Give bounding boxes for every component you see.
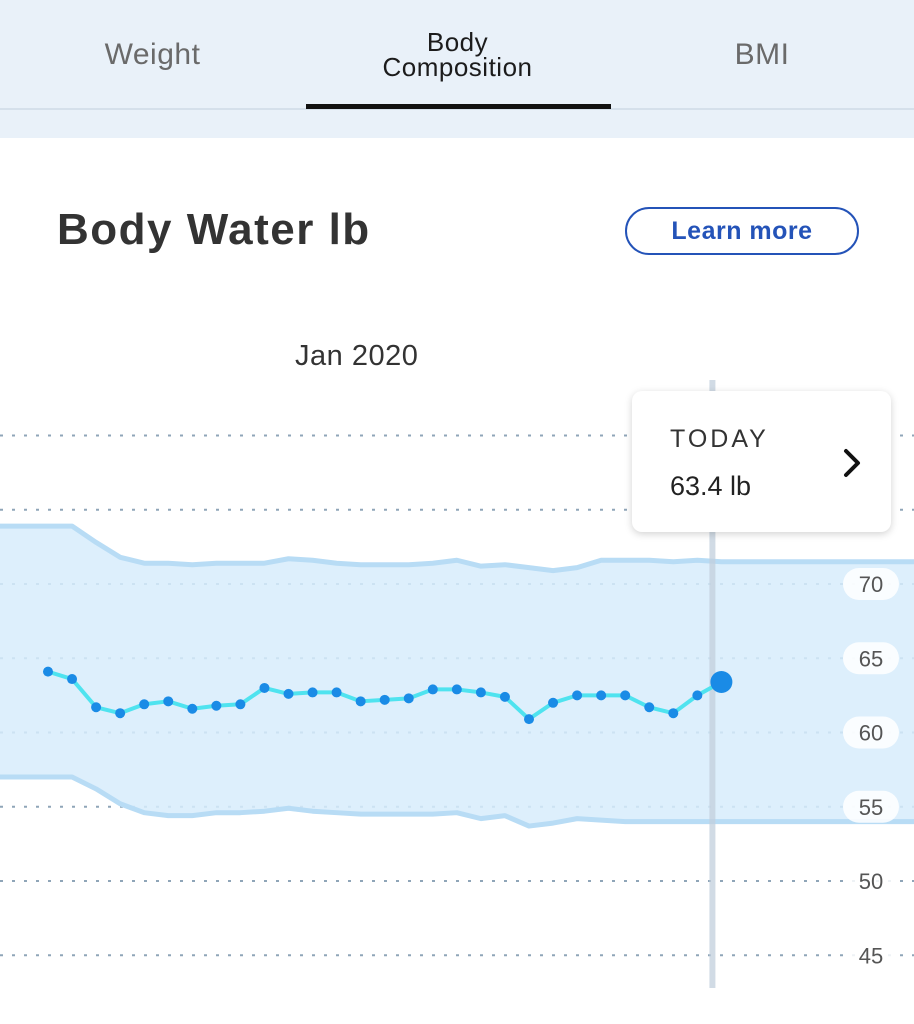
- data-point[interactable]: [67, 674, 78, 685]
- data-point[interactable]: [451, 684, 462, 695]
- range-band-upper-edge: [0, 523, 914, 574]
- today-tooltip[interactable]: TODAY 63.4 lb: [632, 391, 891, 532]
- tab-body-composition[interactable]: Body Composition: [305, 0, 610, 110]
- data-point[interactable]: [427, 684, 438, 695]
- y-tick-label: 60: [859, 721, 883, 746]
- data-point[interactable]: [379, 694, 390, 705]
- selected-data-point[interactable]: [710, 671, 733, 694]
- tab-weight-label: Weight: [104, 38, 201, 71]
- tab-body-composition-label-line2: Composition: [382, 52, 533, 82]
- y-tick-50: 50: [843, 865, 899, 897]
- data-point[interactable]: [355, 696, 366, 707]
- y-tick-45: 45: [843, 939, 899, 972]
- range-band-area: [0, 526, 914, 827]
- data-point[interactable]: [403, 693, 414, 704]
- y-tick-pill: [843, 568, 899, 600]
- y-tick-pill: [843, 642, 899, 675]
- data-point[interactable]: [499, 691, 510, 702]
- data-point[interactable]: [211, 700, 222, 711]
- data-point[interactable]: [187, 703, 198, 714]
- data-point[interactable]: [307, 687, 318, 698]
- range-band-lower-edge: [0, 774, 914, 829]
- y-tick-label: 55: [859, 795, 883, 820]
- tab-bmi-label: BMI: [734, 38, 790, 71]
- data-point[interactable]: [692, 690, 703, 701]
- data-point[interactable]: [259, 682, 270, 693]
- chart-y-axis-ticks: 45 50 55 60 65 70: [843, 568, 899, 972]
- tab-bar: Weight Body Composition BMI: [0, 0, 914, 110]
- data-point[interactable]: [572, 690, 583, 701]
- tooltip-label: TODAY: [670, 425, 769, 453]
- y-tick-label: 65: [859, 646, 883, 671]
- tab-weight[interactable]: Weight: [0, 0, 305, 110]
- body-water-chart[interactable]: 45 50 55 60 65 70: [0, 370, 914, 1010]
- tab-bmi[interactable]: BMI: [610, 0, 914, 110]
- active-tab-indicator: [306, 104, 611, 109]
- y-tick-pill: [843, 939, 899, 972]
- y-tick-60: 60: [843, 716, 899, 749]
- data-point[interactable]: [139, 699, 150, 710]
- chevron-right-icon: [844, 449, 860, 477]
- y-tick-70: 70: [843, 568, 899, 600]
- data-point[interactable]: [91, 702, 102, 713]
- y-tick-label: 45: [859, 943, 883, 968]
- chart-data-points: [43, 666, 733, 725]
- data-point[interactable]: [43, 666, 53, 677]
- data-point[interactable]: [283, 688, 294, 699]
- chart-month-label: Jan 2020: [295, 340, 419, 372]
- y-tick-pill: [843, 790, 899, 823]
- data-point[interactable]: [644, 702, 655, 713]
- y-tick-pill: [843, 716, 899, 749]
- data-point[interactable]: [620, 690, 631, 701]
- data-point[interactable]: [163, 696, 174, 707]
- data-point[interactable]: [548, 697, 559, 708]
- tab-body-composition-label-line1: Body: [426, 27, 489, 57]
- y-tick-label: 50: [859, 869, 883, 894]
- data-point[interactable]: [596, 690, 607, 701]
- y-tick-65: 65: [843, 642, 899, 675]
- data-point[interactable]: [235, 699, 246, 710]
- y-tick-pill: [843, 865, 899, 897]
- data-point[interactable]: [524, 714, 534, 725]
- tab-bar-divider-strip: [0, 110, 914, 138]
- data-point[interactable]: [668, 708, 679, 719]
- chart-range-band: [0, 523, 914, 829]
- tooltip-value: 63.4 lb: [670, 471, 752, 501]
- y-tick-label: 70: [859, 572, 883, 597]
- y-tick-55: 55: [843, 790, 899, 823]
- data-point[interactable]: [475, 687, 486, 698]
- page-title: Body Water lb: [57, 205, 371, 254]
- data-point[interactable]: [331, 687, 342, 698]
- data-point[interactable]: [115, 708, 126, 719]
- learn-more-button[interactable]: Learn more: [625, 207, 859, 255]
